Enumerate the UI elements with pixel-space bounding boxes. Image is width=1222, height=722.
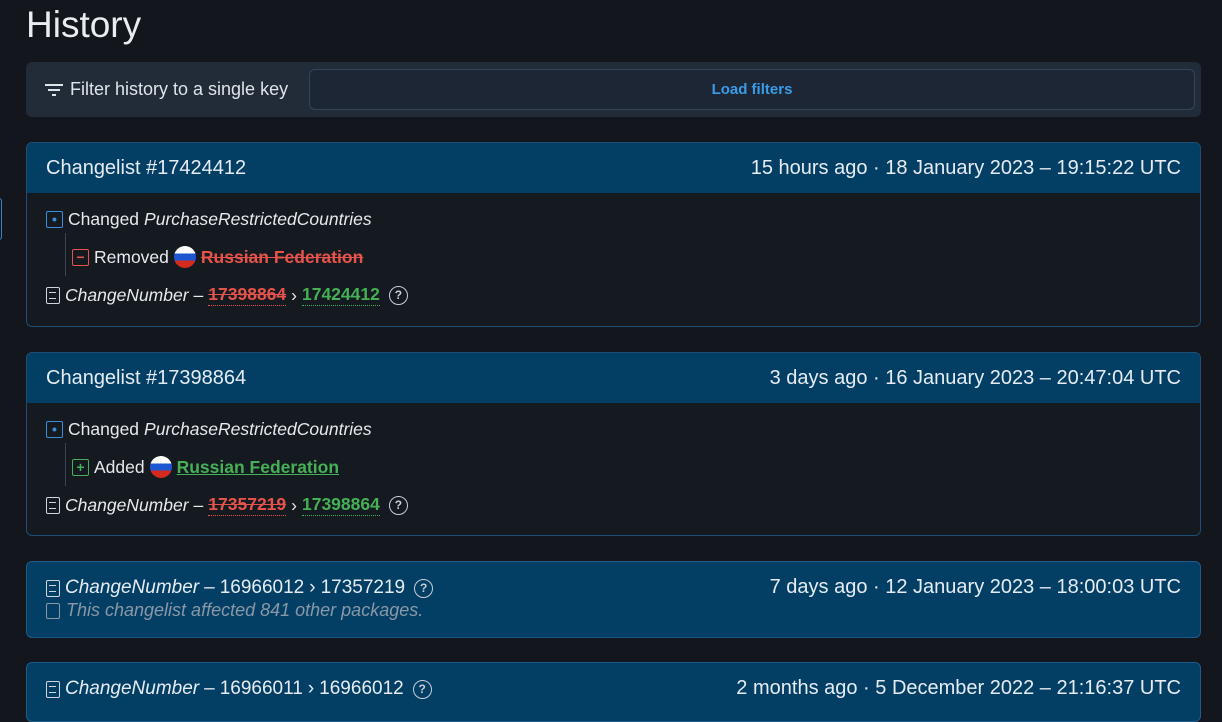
dash: –: [193, 284, 204, 305]
changed-icon: •: [46, 420, 63, 438]
changenumber-label: ChangeNumber: [65, 494, 189, 515]
new-value: 17424412: [301, 284, 380, 306]
filter-bar: Filter history to a single key Load filt…: [26, 62, 1201, 117]
changelist-title[interactable]: Changelist #17398864: [46, 366, 247, 389]
change-verb: Changed: [68, 418, 140, 439]
dash: –: [204, 577, 215, 598]
changed-icon: •: [46, 210, 63, 228]
added-value: Russian Federation: [176, 456, 340, 477]
load-filters-button[interactable]: Load filters: [309, 69, 1195, 110]
changenumber-label: ChangeNumber: [65, 577, 200, 598]
document-check-icon: [46, 680, 60, 698]
document-check-icon: [46, 286, 60, 304]
arrow: ›: [291, 284, 297, 305]
page-title: History: [26, 4, 142, 45]
changelist-time: 15 hours ago · 18 January 2023 – 19:15:2…: [750, 156, 1181, 179]
action-label: Added: [94, 456, 145, 477]
new-value: 17357219: [320, 577, 406, 598]
changelist-card: Changelist #17398864 3 days ago · 16 Janu…: [26, 352, 1201, 536]
changenumber-label: ChangeNumber: [65, 678, 200, 699]
filter-icon: [45, 83, 63, 96]
filter-label: Filter history to a single key: [70, 79, 289, 99]
help-icon[interactable]: ?: [388, 285, 408, 305]
key-name: PurchaseRestrictedCountries: [144, 208, 372, 229]
old-value: 17398864: [208, 284, 287, 306]
help-icon[interactable]: ?: [412, 679, 432, 699]
arrow: ›: [309, 577, 316, 598]
copy-icon: [46, 602, 60, 619]
tree-line: [65, 233, 66, 276]
old-value: 17357219: [208, 494, 287, 516]
key-name: PurchaseRestrictedCountries: [144, 418, 372, 439]
changenumber-label: ChangeNumber: [65, 284, 189, 305]
filter-toggle[interactable]: Filter history to a single key: [44, 79, 309, 100]
help-icon[interactable]: ?: [388, 495, 408, 515]
changelist-card-compact: ChangeNumber –16966011 › 16966012? 2 months…: [26, 662, 1201, 722]
new-value: 16966012: [319, 678, 404, 699]
action-label: Removed: [94, 246, 169, 267]
change-verb: Changed: [68, 208, 140, 229]
sidebar-handle[interactable]: [0, 198, 2, 240]
removed-value: Russian Federation: [200, 246, 364, 267]
changelist-time: 7 days ago · 12 January 2023 – 18:00:03 …: [769, 576, 1181, 598]
arrow: ›: [291, 494, 297, 515]
document-check-icon: [46, 496, 60, 514]
old-value: 16966012: [219, 577, 305, 598]
changelist-card: Changelist #17424412 15 hours ago · 18 Ja…: [26, 142, 1201, 327]
removed-icon: −: [72, 248, 89, 266]
changelist-time: 3 days ago · 16 January 2023 – 20:47:04 …: [769, 366, 1181, 389]
old-value: 16966011: [219, 678, 303, 699]
russia-flag-icon: [149, 456, 172, 478]
help-icon[interactable]: ?: [414, 578, 434, 598]
changelist-card-compact: ChangeNumber –16966012 › 17357219? 7 days a…: [26, 561, 1201, 638]
tree-line: [65, 443, 66, 486]
dash: –: [204, 678, 215, 699]
russia-flag-icon: [173, 246, 196, 268]
arrow: ›: [307, 678, 315, 699]
new-value: 17398864: [301, 494, 380, 516]
document-check-icon: [46, 579, 60, 597]
dash: –: [193, 494, 204, 515]
affected-note: This changelist affected 841 other packa…: [66, 600, 424, 620]
changelist-title[interactable]: Changelist #17424412: [46, 156, 247, 179]
changelist-time: 2 months ago · 5 December 2022 – 21:16:3…: [736, 677, 1181, 699]
added-icon: +: [72, 458, 89, 476]
